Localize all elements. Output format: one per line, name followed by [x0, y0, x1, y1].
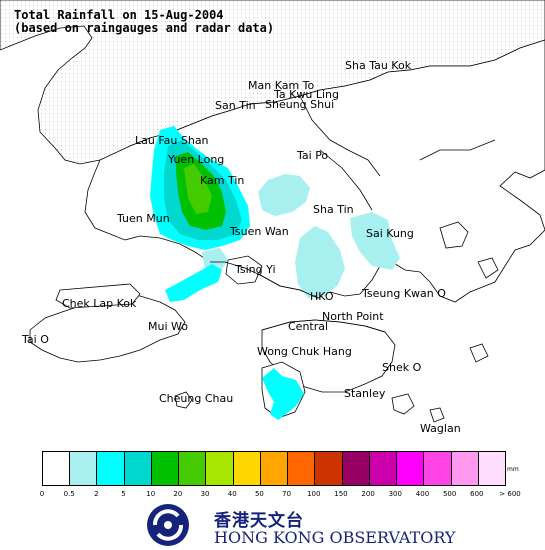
place-label: Sheung Shui [265, 98, 335, 111]
legend-swatch [124, 452, 152, 485]
place-label: Shek O [382, 361, 422, 374]
legend-swatch [478, 452, 505, 485]
legend-tick-label: 50 [254, 490, 264, 498]
legend-swatch [342, 452, 370, 485]
place-label: Central [288, 320, 329, 333]
legend-tick-label: 0.5 [63, 490, 75, 498]
legend-tick-label: 70 [282, 490, 292, 498]
place-label: North Point [322, 310, 384, 323]
rainfall-legend [42, 451, 506, 486]
legend-unit: mm [507, 466, 519, 473]
legend-swatch [397, 452, 425, 485]
legend-tick-label: 40 [227, 490, 237, 498]
legend-swatch [288, 452, 316, 485]
legend-swatch [233, 452, 261, 485]
legend-tick-label: 300 [388, 490, 402, 498]
rainfall-map [0, 0, 545, 423]
place-label: Sai Kung [366, 227, 414, 240]
place-label: Tsing Yi [235, 263, 276, 276]
legend-tick-label: 2 [94, 490, 99, 498]
legend-tick-label: 150 [334, 490, 348, 498]
legend-tick-label: 600 [470, 490, 484, 498]
organization-name-chinese: 香港天文台 [214, 511, 304, 531]
place-label: Sha Tau Kok [345, 59, 412, 72]
place-label: Kam Tin [200, 174, 245, 187]
legend-swatch [424, 452, 452, 485]
place-label: Tai Po [297, 149, 329, 162]
legend-tick-label: 100 [307, 490, 321, 498]
place-label: Sha Tin [313, 203, 354, 216]
place-label: Tai O [22, 333, 49, 346]
legend-swatch [315, 452, 343, 485]
place-label: Tuen Mun [117, 212, 170, 225]
legend-tick-label: 30 [200, 490, 210, 498]
legend-swatch [179, 452, 207, 485]
legend-swatch [206, 452, 234, 485]
legend-tick-label: 10 [146, 490, 156, 498]
place-label: San Tin [215, 99, 256, 112]
place-label: Lau Fau Shan [135, 134, 209, 147]
coastline-detail [210, 95, 496, 333]
place-label: Ta Kwu Ling [274, 88, 339, 101]
legend-tick-label: 500 [442, 490, 457, 498]
place-label: Chek Lap Kok [62, 297, 137, 310]
legend-swatch [151, 452, 180, 485]
legend-tick-label: 0 [39, 490, 45, 498]
legend-swatch [260, 452, 289, 485]
place-label: Man Kam To [248, 79, 315, 92]
place-label: Tseung Kwan O [362, 287, 446, 300]
hko-logo [147, 504, 189, 546]
organization-name-english: HONG KONG OBSERVATORY [214, 528, 456, 547]
legend-tick-label: 400 [415, 490, 430, 498]
legend-tick-label: 200 [361, 490, 375, 498]
place-label: Waglan [420, 422, 461, 435]
legend-swatch [70, 452, 98, 485]
legend-tick-label: 20 [173, 490, 183, 498]
place-label: Tsuen Wan [230, 225, 289, 238]
place-label: Mui Wo [148, 320, 188, 333]
place-label: Yuen Long [168, 153, 225, 166]
place-label: HKO [310, 290, 334, 303]
rainfall-20-to-30-mm [184, 164, 212, 214]
place-label: Cheung Chau [159, 392, 234, 405]
legend-swatch [369, 452, 398, 485]
legend-tick-label: 5 [121, 490, 126, 498]
legend-swatch [43, 452, 71, 485]
legend-tick-label: > 600 [499, 490, 521, 498]
legend-swatch [97, 452, 125, 485]
rainfall-0-5-to-2-mm [202, 174, 400, 298]
map-subtitle: (based on raingauges and radar data) [14, 21, 275, 35]
place-label: Wong Chuk Hang [257, 345, 352, 358]
legend-swatch [451, 452, 479, 485]
map-title: Total Rainfall on 15-Aug-2004 [14, 8, 224, 22]
place-label: Stanley [344, 387, 386, 400]
